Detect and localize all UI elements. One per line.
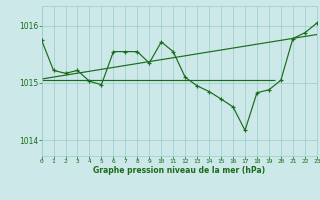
X-axis label: Graphe pression niveau de la mer (hPa): Graphe pression niveau de la mer (hPa) (93, 166, 265, 175)
